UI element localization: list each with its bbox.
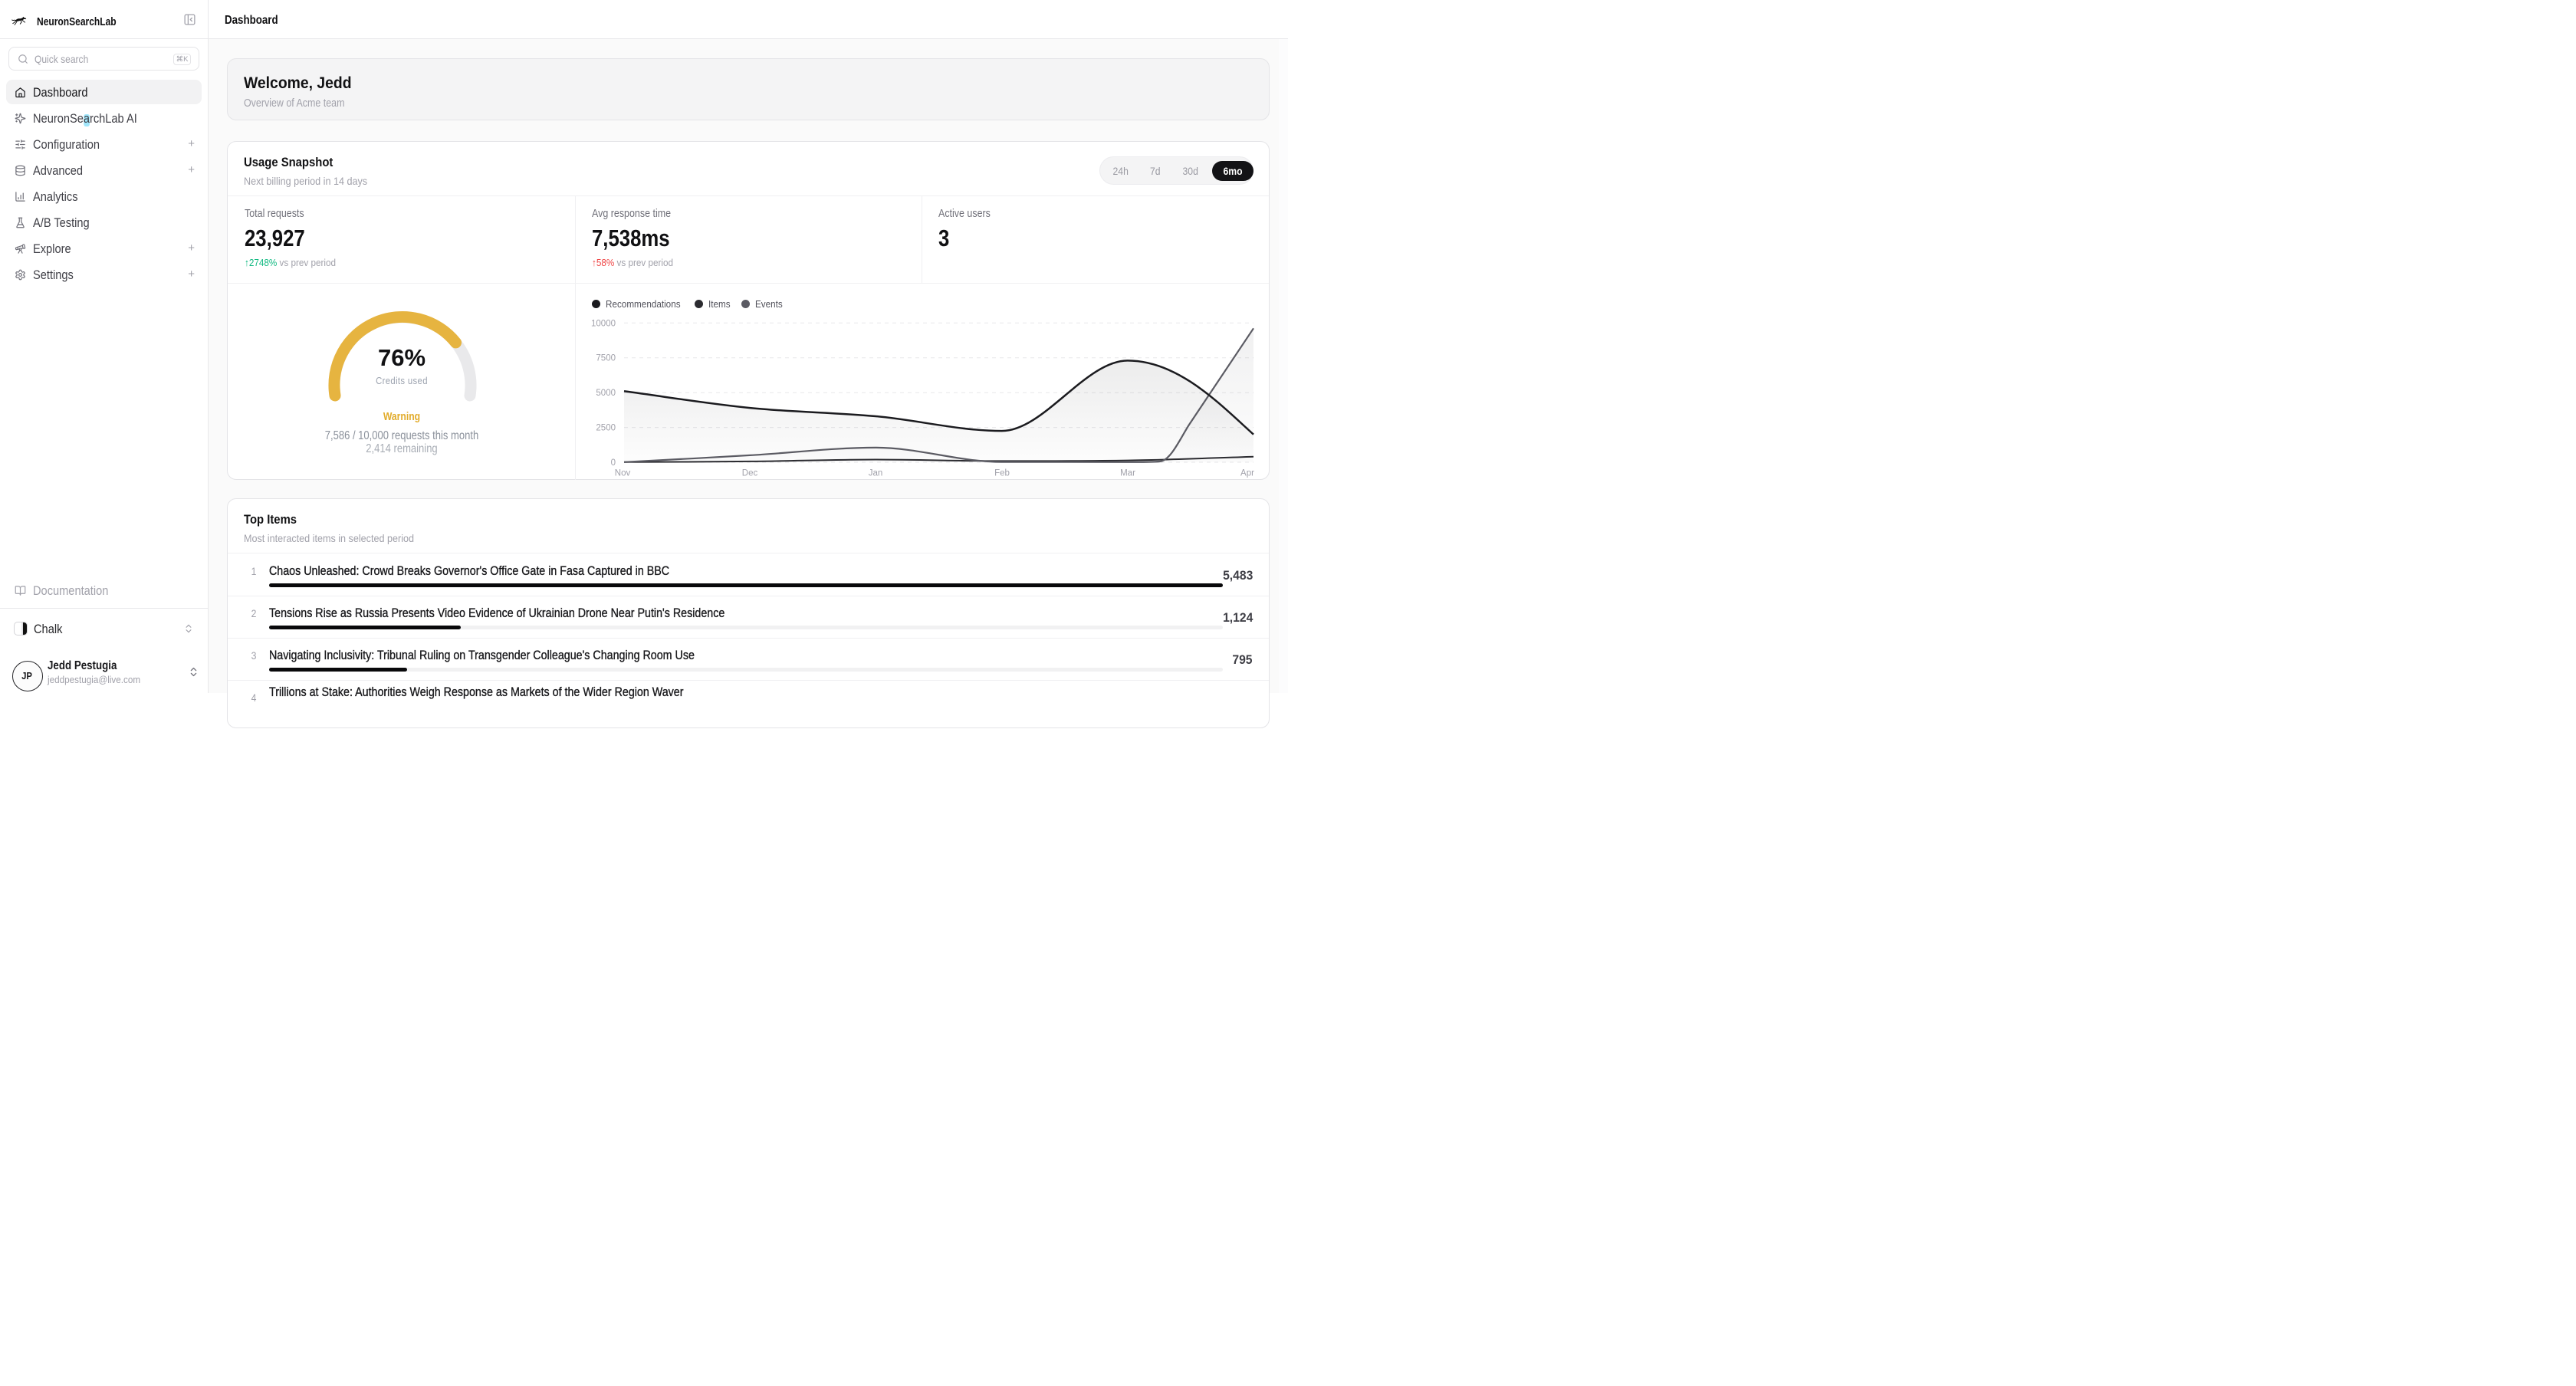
svg-text:Nov: Nov	[615, 469, 631, 478]
svg-text:Apr: Apr	[1240, 469, 1254, 478]
svg-text:2500: 2500	[596, 424, 616, 433]
svg-text:0: 0	[611, 458, 616, 468]
svg-text:Mar: Mar	[1120, 469, 1135, 478]
svg-text:10000: 10000	[591, 319, 616, 328]
svg-text:Jan: Jan	[869, 469, 883, 478]
svg-text:5000: 5000	[596, 389, 616, 398]
svg-text:Feb: Feb	[994, 469, 1010, 478]
svg-text:7500: 7500	[596, 354, 616, 363]
svg-text:Dec: Dec	[742, 469, 758, 478]
